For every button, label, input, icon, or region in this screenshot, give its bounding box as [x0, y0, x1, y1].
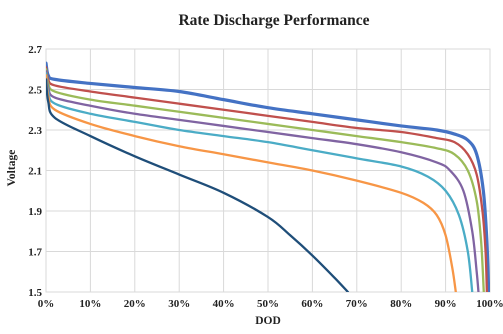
- x-tick-label: 80%: [390, 298, 412, 310]
- series-line-7: [46, 78, 350, 292]
- y-tick-label: 1.5: [28, 287, 42, 299]
- x-tick-label: 60%: [301, 298, 323, 310]
- x-tick-label: 40%: [213, 298, 235, 310]
- y-tick-label: 2.1: [28, 166, 42, 178]
- series-line-1: [46, 61, 490, 292]
- y-axis-ticks: 1.5 1.7 1.9 2.1 2.3 2.5 2.7: [28, 44, 42, 299]
- x-tick-label: 100%: [476, 298, 503, 310]
- x-tick-label: 70%: [346, 298, 368, 310]
- y-axis-label: Voltage: [6, 150, 18, 187]
- x-tick-label: 50%: [257, 298, 279, 310]
- series-line-6: [46, 74, 457, 292]
- y-tick-label: 2.7: [28, 44, 42, 56]
- y-tick-label: 2.3: [28, 125, 42, 137]
- x-tick-label: 10%: [79, 298, 101, 310]
- series-line-3: [46, 68, 485, 292]
- series-lines: [46, 61, 490, 292]
- series-line-4: [46, 70, 480, 292]
- y-tick-label: 2.5: [28, 85, 42, 97]
- x-axis-ticks: 0% 10% 20% 30% 40% 50% 60% 70% 80% 90% 100%: [38, 298, 503, 310]
- x-tick-label: 0%: [38, 298, 55, 310]
- chart-title: Rate Discharge Performance: [178, 12, 369, 29]
- y-tick-label: 1.7: [28, 247, 42, 259]
- series-line-5: [46, 72, 474, 292]
- series-line-2: [46, 66, 489, 292]
- y-tick-label: 1.9: [28, 206, 42, 218]
- x-tick-label: 20%: [124, 298, 146, 310]
- x-tick-label: 90%: [435, 298, 457, 310]
- x-tick-label: 30%: [168, 298, 190, 310]
- series-group: [46, 61, 490, 292]
- x-axis-label: DOD: [255, 315, 281, 327]
